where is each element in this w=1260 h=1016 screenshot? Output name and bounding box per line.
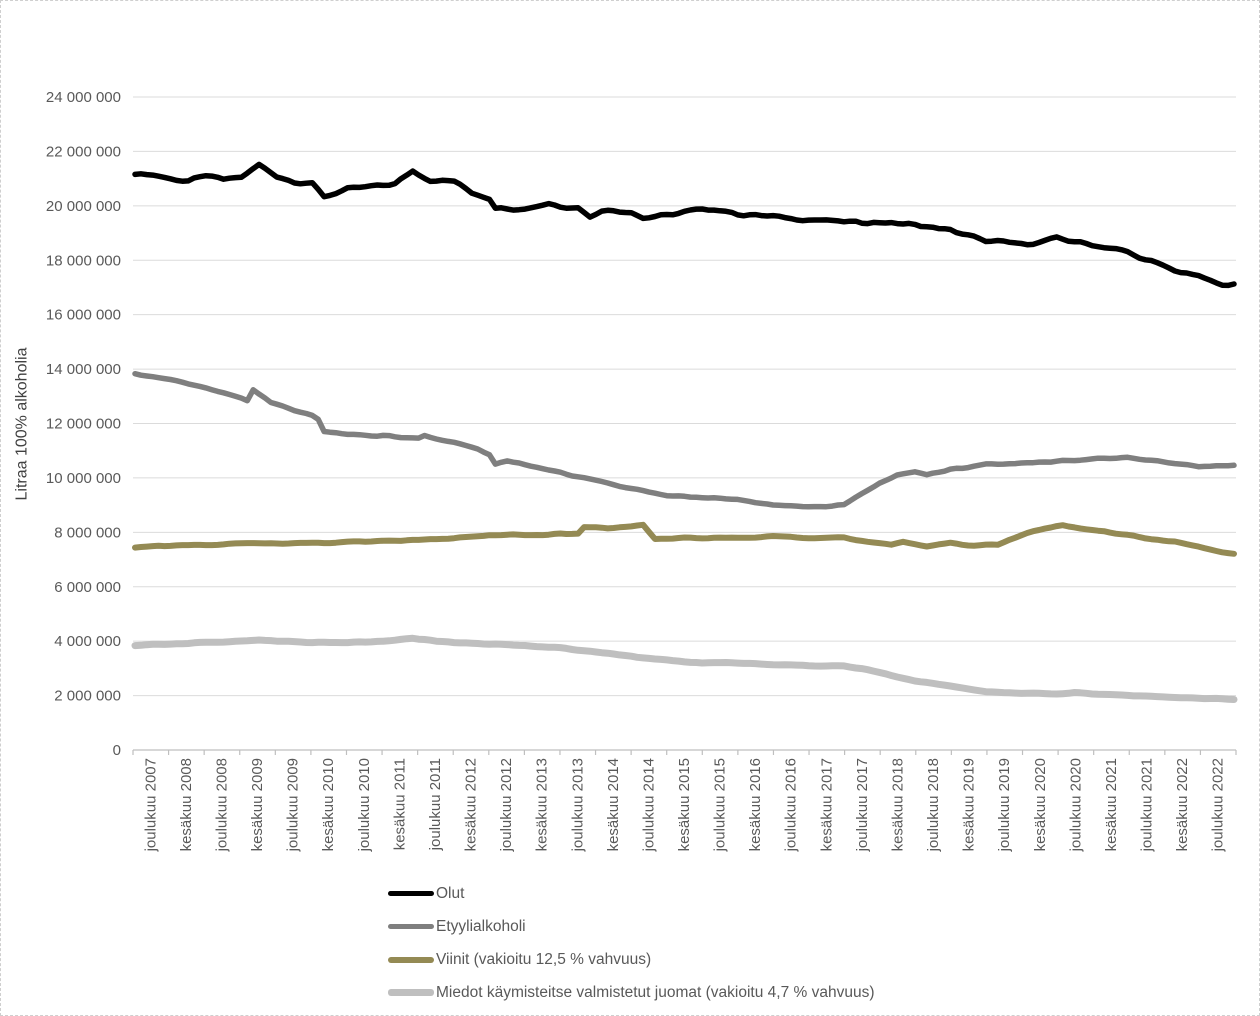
y-axis-tick-label: 12 000 000 bbox=[46, 416, 121, 433]
x-axis-tick-label: joulukuu 2017 bbox=[854, 758, 871, 852]
x-axis-tick-label: kesäkuu 2022 bbox=[1174, 758, 1191, 851]
legend-label: Viinit (vakioitu 12,5 % vahvuus) bbox=[436, 950, 652, 968]
x-axis-tick-label: kesäkuu 2009 bbox=[249, 758, 266, 851]
y-axis-tick-label: 24 000 000 bbox=[46, 89, 121, 106]
y-axis-tick-label: 16 000 000 bbox=[46, 307, 121, 324]
y-axis-tick-label: 14 000 000 bbox=[46, 361, 121, 378]
y-axis-tick-label: 18 000 000 bbox=[46, 252, 121, 269]
y-axis-title: Litraa 100% alkoholia bbox=[14, 347, 31, 500]
y-axis-tick-label: 6 000 000 bbox=[54, 579, 121, 596]
legend-label: Olut bbox=[436, 884, 465, 902]
series-line-olut bbox=[132, 161, 1237, 289]
x-axis-tick-label: kesäkuu 2014 bbox=[605, 758, 622, 851]
y-axis-tick-label: 10 000 000 bbox=[46, 470, 121, 487]
legend-item: Etyylialkoholi bbox=[388, 910, 874, 943]
series-line-etyylialkoholi bbox=[132, 370, 1237, 510]
series-line-viinit bbox=[132, 521, 1237, 557]
legend-line-swatch bbox=[388, 989, 434, 996]
x-axis-tick-label: joulukuu 2007 bbox=[142, 758, 159, 852]
x-axis-tick-label: kesäkuu 2008 bbox=[178, 758, 195, 851]
x-axis-tick-label: joulukuu 2016 bbox=[783, 758, 800, 852]
legend-label: Etyylialkoholi bbox=[436, 917, 526, 935]
legend-item: Viinit (vakioitu 12,5 % vahvuus) bbox=[388, 943, 874, 976]
x-axis-tick-label: kesäkuu 2019 bbox=[961, 758, 978, 851]
x-axis-tick-label: joulukuu 2012 bbox=[498, 758, 515, 852]
legend-item: Miedot käymisteitse valmistetut juomat (… bbox=[388, 976, 874, 1009]
chart-legend: Olut Etyylialkoholi Viinit (vakioitu 12,5 … bbox=[388, 877, 874, 1009]
legend-line-swatch bbox=[388, 890, 434, 897]
x-axis-tick-label: kesäkuu 2017 bbox=[818, 758, 835, 851]
x-axis-tick-label: joulukuu 2020 bbox=[1067, 758, 1084, 852]
x-axis-tick-label: kesäkuu 2012 bbox=[463, 758, 480, 851]
legend-label: Miedot käymisteitse valmistetut juomat (… bbox=[436, 983, 875, 1001]
series-line-miedot bbox=[131, 634, 1238, 703]
x-axis-tick-label: joulukuu 2008 bbox=[213, 758, 230, 852]
x-axis-tick-label: joulukuu 2009 bbox=[285, 758, 302, 852]
x-axis-tick-label: joulukuu 2022 bbox=[1210, 758, 1227, 852]
x-axis-tick-label: kesäkuu 2016 bbox=[747, 758, 764, 851]
x-axis-tick-label: joulukuu 2021 bbox=[1139, 758, 1156, 852]
legend-line-swatch bbox=[388, 923, 434, 930]
legend-item: Olut bbox=[388, 877, 874, 910]
x-axis-tick-label: joulukuu 2019 bbox=[996, 758, 1013, 852]
y-axis-tick-label: 8 000 000 bbox=[54, 524, 121, 541]
x-axis-tick-label: kesäkuu 2020 bbox=[1032, 758, 1049, 851]
x-axis-tick-label: kesäkuu 2010 bbox=[320, 758, 337, 851]
x-axis-tick-label: joulukuu 2018 bbox=[925, 758, 942, 852]
x-axis-tick-label: joulukuu 2015 bbox=[712, 758, 729, 852]
y-axis-tick-label: 20 000 000 bbox=[46, 198, 121, 215]
x-axis-tick-label: joulukuu 2014 bbox=[640, 758, 657, 852]
y-axis-tick-label: 4 000 000 bbox=[54, 633, 121, 650]
legend-line-swatch bbox=[388, 956, 434, 963]
x-axis-tick-label: kesäkuu 2021 bbox=[1103, 758, 1120, 851]
y-axis-tick-label: 22 000 000 bbox=[46, 143, 121, 160]
x-axis-tick-label: kesäkuu 2013 bbox=[534, 758, 551, 851]
x-axis-tick-label: joulukuu 2010 bbox=[356, 758, 373, 852]
x-axis-tick-label: kesäkuu 2015 bbox=[676, 758, 693, 851]
x-axis-tick-label: joulukuu 2013 bbox=[569, 758, 586, 852]
y-axis-tick-label: 0 bbox=[113, 742, 121, 759]
x-axis-tick-label: joulukuu 2011 bbox=[427, 758, 444, 851]
x-axis-tick-label: kesäkuu 2018 bbox=[889, 758, 906, 851]
x-axis-tick-label: kesäkuu 2011 bbox=[391, 758, 408, 850]
y-axis-tick-label: 2 000 000 bbox=[54, 688, 121, 705]
